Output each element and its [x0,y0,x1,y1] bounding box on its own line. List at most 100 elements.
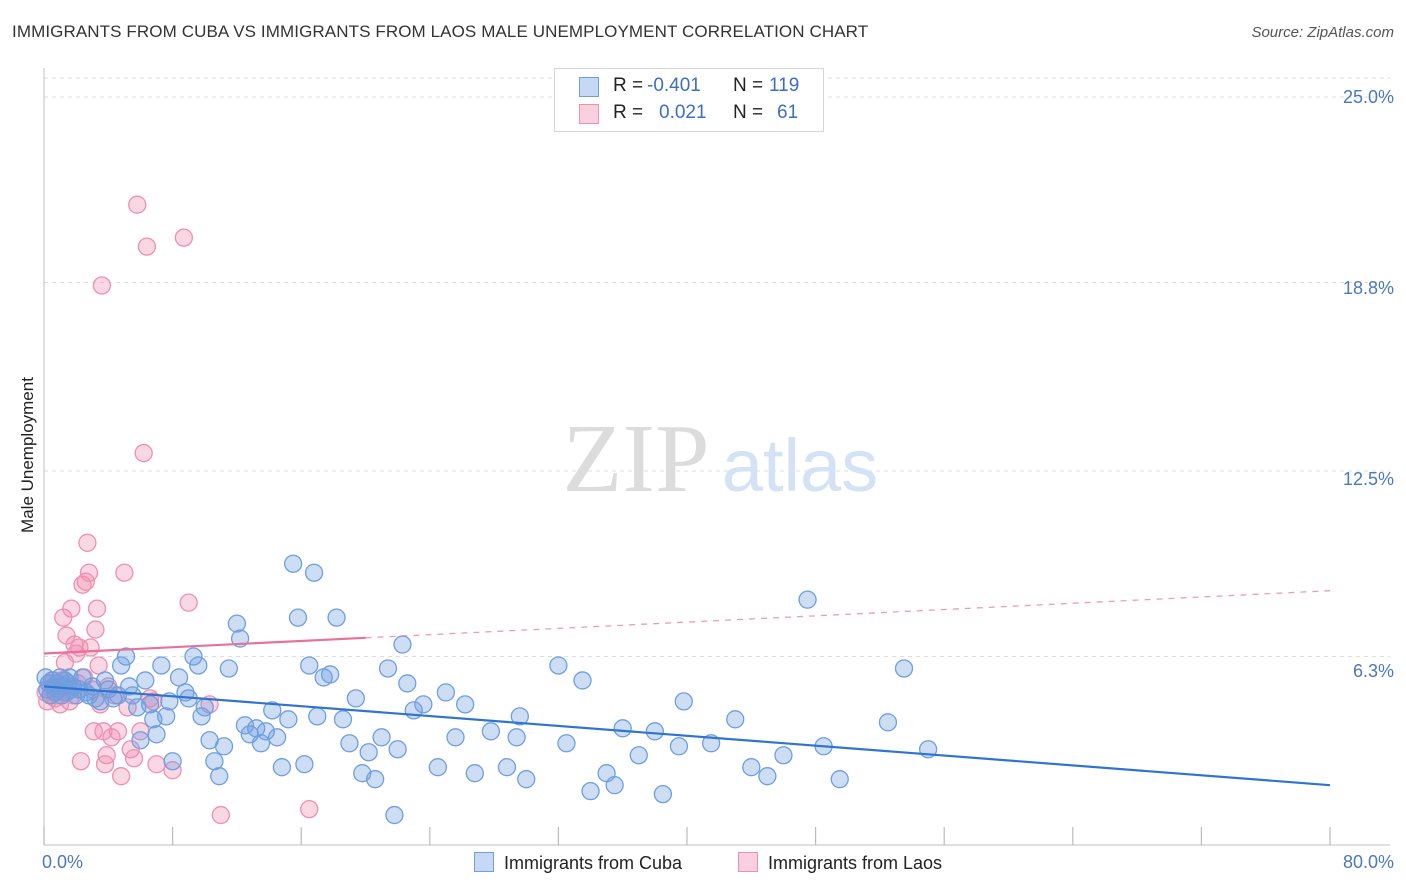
cuba-r-value: -0.401 [647,75,701,96]
cuba-point-93 [456,695,475,714]
cuba-point-100 [549,656,568,675]
laos-point-32 [87,599,107,618]
cuba-point-85 [388,740,407,759]
cuba-point-40 [152,656,171,675]
y-tick-label-12-5: 12.5% [1342,469,1394,489]
cuba-legend-label: Immigrants from Cuba [504,853,683,873]
cuba-point-63 [263,701,282,720]
legend-item-cuba: Immigrants from Cuba [474,852,682,874]
laos-trend-line-dashed [365,590,1331,639]
laos-point-31 [86,620,105,639]
cuba-point-75 [327,608,346,627]
laos-r-label: R = [613,102,644,123]
laos-point-56 [174,228,194,247]
chart-title: IMMIGRANTS FROM CUBA VS IMMIGRANTS FROM … [12,22,869,41]
cuba-point-70 [300,656,319,675]
cuba-point-84 [385,805,404,825]
trend-lines [43,590,1331,787]
cuba-point-30 [112,656,131,675]
cuba-n-label: N = [733,75,764,96]
cuba-point-82 [372,728,391,747]
laos-point-44 [115,563,134,582]
cuba-point-121 [894,659,914,678]
laos-point-59 [211,805,230,825]
cuba-point-68 [288,608,308,627]
laos-point-48 [128,195,147,214]
cuba-point-103 [581,781,600,801]
cuba-point-89 [414,695,433,714]
laos-legend-swatch [738,852,758,872]
laos-point-57 [179,593,198,612]
cuba-point-108 [645,722,664,741]
laos-point-60 [300,799,319,819]
cuba-point-117 [798,590,817,609]
laos-point-51 [137,237,157,256]
cuba-point-54 [214,737,234,756]
watermark-atlas: atlas [722,424,878,507]
cuba-point-71 [304,563,324,582]
stats-legend: R = -0.401 N = 119 R = 0.021 N = 61 [554,68,824,132]
cuba-point-78 [346,689,366,708]
cuba-point-77 [340,734,359,753]
y-tick-label-18-8: 18.8% [1342,278,1394,298]
cuba-point-50 [195,698,214,717]
cuba-point-65 [272,758,292,777]
cuba-point-80 [359,743,378,762]
cuba-point-96 [497,758,517,777]
cuba-point-36 [136,671,155,690]
cuba-point-35 [131,731,150,750]
cuba-point-53 [210,767,229,786]
cuba-point-90 [428,758,447,777]
cuba-point-43 [163,752,182,771]
laos-point-38 [97,746,116,765]
axes [43,68,1390,846]
laos-point-35 [92,276,112,295]
cuba-points [36,554,938,825]
laos-point-45 [118,698,137,717]
cuba-point-64 [267,728,287,747]
cuba-point-67 [284,554,303,573]
cuba-point-56 [227,614,247,633]
cuba-point-48 [189,656,208,675]
laos-n-value: 61 [777,102,799,123]
cuba-point-33 [123,686,142,705]
cuba-swatch [579,77,599,97]
cuba-point-39 [147,725,166,744]
cuba-point-91 [436,683,456,702]
cuba-point-61 [251,734,271,753]
laos-point-16 [62,599,81,618]
source-label: Source: ZipAtlas.com [1251,24,1394,41]
cuba-point-101 [557,734,576,753]
cuba-point-81 [365,770,385,789]
cuba-point-113 [726,710,745,729]
y-tick-label-6-3: 6.3% [1352,661,1394,681]
laos-point-27 [79,563,99,582]
cuba-point-72 [308,707,327,726]
laos-r-value: 0.021 [659,102,707,123]
cuba-point-97 [507,728,526,747]
cuba-point-116 [774,746,793,765]
laos-point-42 [108,722,128,741]
cuba-point-120 [878,713,898,732]
cuba-n-value: 119 [769,75,800,96]
cuba-point-27 [99,680,118,699]
cuba-trend-line [43,685,1331,787]
cuba-point-62 [256,722,275,741]
cuba-legend-swatch [474,852,494,872]
laos-point-22 [71,752,91,771]
cuba-point-106 [613,719,632,738]
laos-legend-label: Immigrants from Laos [768,853,943,873]
cuba-point-69 [295,755,314,774]
laos-point-50 [134,443,153,463]
cuba-point-76 [333,710,353,729]
cuba-point-114 [742,758,761,777]
x-tick-label-max: 80.0% [1342,852,1394,872]
laos-point-53 [144,692,163,711]
grid-lines [44,77,1390,658]
laos-n-label: N = [733,102,764,123]
cuba-point-66 [279,710,298,729]
cuba-point-111 [674,692,693,711]
cuba-point-55 [219,659,239,678]
cuba-r-label: R = [613,75,644,96]
